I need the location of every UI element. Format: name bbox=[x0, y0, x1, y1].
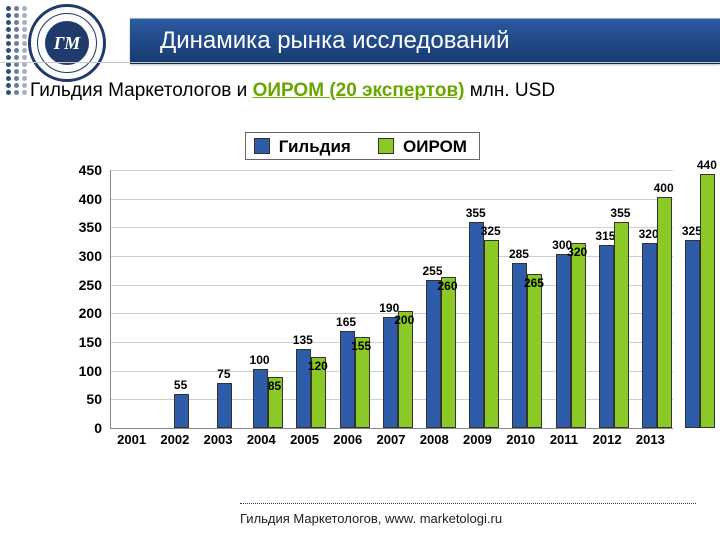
legend-swatch-series2 bbox=[378, 138, 394, 154]
bar-value-label: 75 bbox=[217, 367, 230, 381]
x-axis-label: 2012 bbox=[587, 432, 627, 447]
bar-Гильдия bbox=[217, 383, 232, 428]
bar-value-label: 200 bbox=[394, 313, 414, 327]
bar-Гильдия bbox=[426, 280, 441, 428]
bar-value-label: 325 bbox=[481, 224, 501, 238]
bar-value-label: 85 bbox=[268, 379, 281, 393]
bar-Гильдия bbox=[685, 240, 700, 428]
bar-value-label: 440 bbox=[697, 158, 717, 172]
x-axis-label: 2004 bbox=[241, 432, 281, 447]
x-axis-label: 2002 bbox=[155, 432, 195, 447]
y-axis-label: 300 bbox=[62, 248, 102, 264]
bar-ОИРОМ bbox=[484, 240, 499, 428]
y-axis-label: 400 bbox=[62, 191, 102, 207]
legend-label-series1: Гильдия bbox=[279, 137, 351, 156]
bar-value-label: 355 bbox=[466, 206, 486, 220]
x-axis-label: 2010 bbox=[501, 432, 541, 447]
x-axis-label: 2008 bbox=[414, 432, 454, 447]
subtitle-tail: млн. USD bbox=[470, 80, 555, 101]
y-axis-label: 0 bbox=[62, 420, 102, 436]
subtitle-highlight: ОИРОМ (20 экспертов) bbox=[253, 80, 465, 101]
bar-Гильдия bbox=[174, 394, 189, 428]
bar-value-label: 325 bbox=[682, 224, 702, 238]
slide: ГМ Динамика рынка исследований Гильдия М… bbox=[0, 0, 720, 540]
bar-Гильдия bbox=[556, 254, 571, 428]
decor-dots-left bbox=[6, 6, 26, 86]
bar-value-label: 355 bbox=[610, 206, 630, 220]
subtitle: Гильдия Маркетологов и ОИРОМ (20 эксперт… bbox=[30, 80, 555, 102]
bar-Гильдия bbox=[469, 222, 484, 428]
x-axis-label: 2009 bbox=[457, 432, 497, 447]
bar-value-label: 120 bbox=[308, 359, 328, 373]
y-axis-label: 450 bbox=[62, 162, 102, 178]
legend-swatch-series1 bbox=[254, 138, 270, 154]
bar-ОИРОМ bbox=[527, 274, 542, 428]
slide-title: Динамика рынка исследований bbox=[160, 27, 510, 55]
footer-text: Гильдия Маркетологов, www. marketologi.r… bbox=[240, 511, 502, 526]
subtitle-lead: Гильдия Маркетологов и bbox=[30, 80, 253, 101]
y-axis-label: 50 bbox=[62, 391, 102, 407]
bar-value-label: 100 bbox=[250, 353, 270, 367]
plot-area: 5575100851351201651551902002552603553252… bbox=[110, 170, 673, 429]
bar-chart: 5575100851351201651551902002552603553252… bbox=[62, 170, 672, 460]
bar-value-label: 55 bbox=[174, 378, 187, 392]
y-axis-label: 100 bbox=[62, 363, 102, 379]
bar-value-label: 255 bbox=[422, 264, 442, 278]
bar-Гильдия bbox=[599, 245, 614, 428]
slide-title-bar: Динамика рынка исследований bbox=[130, 18, 720, 64]
legend-label-series2: ОИРОМ bbox=[403, 137, 467, 156]
bar-ОИРОМ bbox=[700, 174, 715, 428]
x-axis-label: 2001 bbox=[112, 432, 152, 447]
bar-value-label: 155 bbox=[351, 339, 371, 353]
guild-logo: ГМ bbox=[28, 4, 106, 82]
bar-ОИРОМ bbox=[657, 197, 672, 428]
bar-value-label: 320 bbox=[639, 227, 659, 241]
bar-Гильдия bbox=[253, 369, 268, 428]
bar-ОИРОМ bbox=[398, 311, 413, 428]
bar-value-label: 135 bbox=[293, 333, 313, 347]
bar-value-label: 320 bbox=[567, 245, 587, 259]
x-axis-label: 2011 bbox=[544, 432, 584, 447]
x-axis-label: 2005 bbox=[285, 432, 325, 447]
y-axis-label: 250 bbox=[62, 277, 102, 293]
bar-ОИРОМ bbox=[614, 222, 629, 428]
bar-value-label: 165 bbox=[336, 315, 356, 329]
bar-ОИРОМ bbox=[441, 277, 456, 428]
bar-value-label: 400 bbox=[654, 181, 674, 195]
x-axis-label: 2007 bbox=[371, 432, 411, 447]
bar-value-label: 265 bbox=[524, 276, 544, 290]
title-underline bbox=[0, 62, 720, 63]
x-axis-label: 2013 bbox=[630, 432, 670, 447]
bar-Гильдия bbox=[383, 317, 398, 428]
bar-value-label: 315 bbox=[595, 229, 615, 243]
bar-ОИРОМ bbox=[571, 243, 586, 428]
x-axis-label: 2006 bbox=[328, 432, 368, 447]
chart-legend: Гильдия ОИРОМ bbox=[245, 132, 480, 160]
bar-value-label: 285 bbox=[509, 247, 529, 261]
footer-dotted-rule bbox=[240, 503, 696, 508]
bar-value-label: 260 bbox=[437, 279, 457, 293]
y-axis-label: 350 bbox=[62, 219, 102, 235]
y-axis-label: 150 bbox=[62, 334, 102, 350]
x-axis-label: 2003 bbox=[198, 432, 238, 447]
y-axis-label: 200 bbox=[62, 305, 102, 321]
bar-Гильдия bbox=[642, 243, 657, 428]
